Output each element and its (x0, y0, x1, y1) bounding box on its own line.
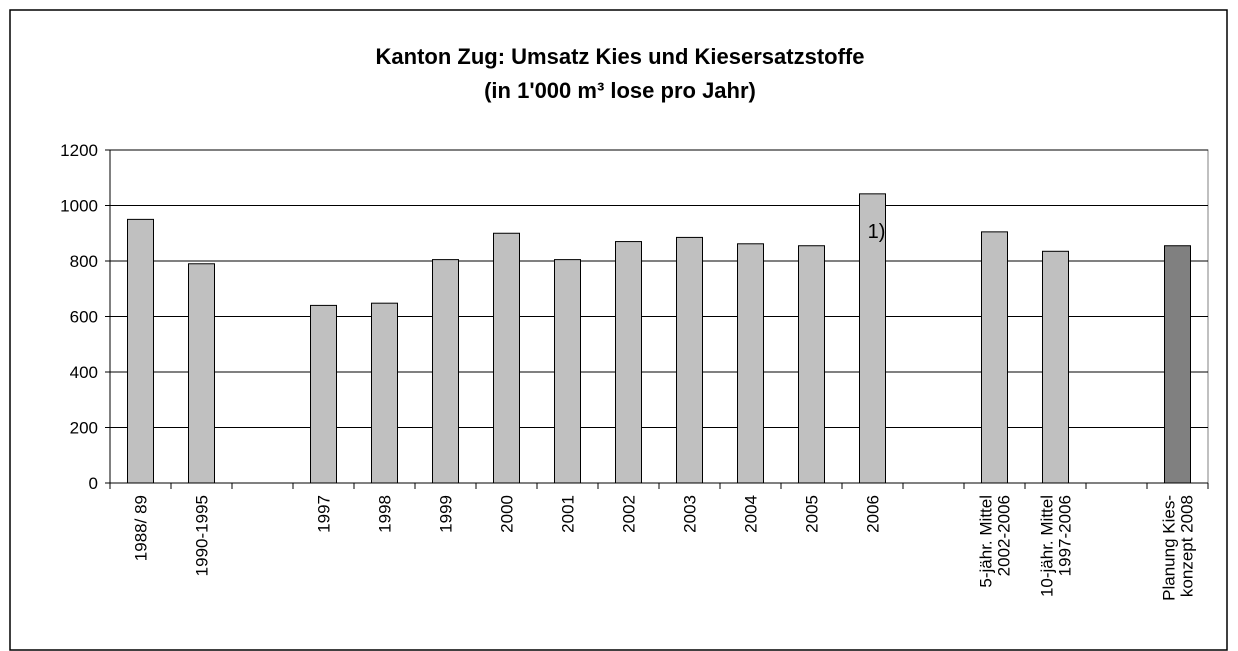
x-tick-label: 2006 (864, 495, 883, 533)
bar (554, 259, 581, 484)
y-tick-label: 1200 (60, 141, 98, 160)
bar (127, 218, 154, 484)
y-tick-label: 800 (70, 252, 98, 271)
x-tick-label: 1990-1995 (193, 495, 212, 576)
chart-title: Kanton Zug: Umsatz Kies und Kiesersatzst… (376, 44, 865, 69)
bar (737, 243, 764, 484)
annotation: 1) (868, 221, 886, 243)
y-tick-label: 0 (89, 474, 98, 493)
bar (310, 304, 337, 484)
x-tick-label: 1998 (376, 495, 395, 533)
y-tick-label: 200 (70, 419, 98, 438)
bar (676, 236, 703, 484)
chart-subtitle: (in 1'000 m³ lose pro Jahr) (484, 78, 756, 103)
bar (1042, 250, 1069, 484)
x-tick-label: 1988/ 89 (132, 495, 151, 561)
x-tick-label: 2005 (803, 495, 822, 533)
x-tick-label: 2003 (681, 495, 700, 533)
bar (371, 302, 398, 484)
bar (432, 259, 459, 484)
x-tick-label: 2004 (742, 495, 761, 533)
bar (859, 193, 886, 484)
x-tick-label: 5-jähr. Mittel2002-2006 (977, 495, 1014, 588)
x-tick-label: 1997 (315, 495, 334, 533)
x-tick-label: 10-jähr. Mittel1997-2006 (1038, 495, 1075, 597)
x-tick-label: 2000 (498, 495, 517, 533)
bar (615, 241, 642, 484)
x-tick-label: Planung Kies-konzept 2008 (1160, 495, 1197, 601)
y-tick-label: 400 (70, 363, 98, 382)
bar (493, 232, 520, 484)
y-tick-label: 600 (70, 308, 98, 327)
bar (981, 231, 1008, 484)
bar (188, 263, 215, 484)
y-tick-label: 1000 (60, 197, 98, 216)
bar (1164, 245, 1191, 484)
x-tick-label: 2002 (620, 495, 639, 533)
x-tick-label: 2001 (559, 495, 578, 533)
bar (798, 245, 825, 484)
x-tick-label: 1999 (437, 495, 456, 533)
